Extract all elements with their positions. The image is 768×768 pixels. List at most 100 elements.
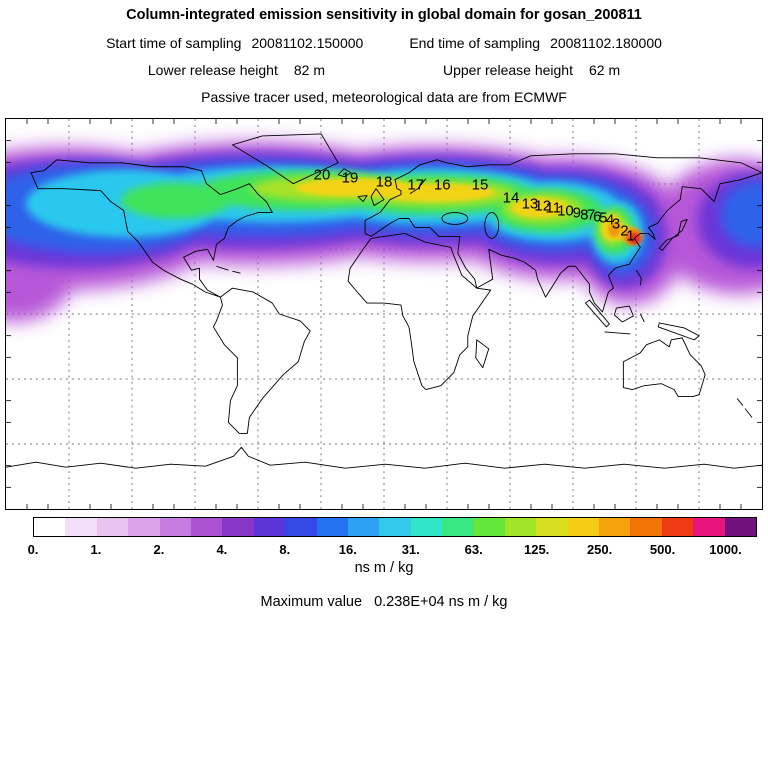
colorbar-segment <box>661 518 694 536</box>
colorbar-tick-label: 1. <box>90 542 102 557</box>
coastline-borneo <box>613 305 634 323</box>
colorbar-segment <box>567 518 600 536</box>
coastline-sumatra <box>585 299 610 328</box>
upper-release-label: Upper release height <box>443 62 573 78</box>
coastline-south-america <box>213 287 311 434</box>
colorbar-tick-label: 250. <box>586 542 613 557</box>
colorbar-tick-label: 4. <box>216 542 228 557</box>
colorbar-segment <box>128 518 160 536</box>
coastline-new-guinea <box>657 322 700 341</box>
end-time: End time of sampling 20081102.180000 <box>409 35 662 51</box>
trajectory-marker: 8 <box>580 206 589 224</box>
release-heights-row: Lower release height 82 m Upper release h… <box>0 62 768 78</box>
colorbar-tick-label: 0. <box>27 542 39 557</box>
colorbar-segment <box>285 518 317 536</box>
trajectory-marker: 20 <box>313 166 331 184</box>
trajectory-marker: 14 <box>502 189 520 207</box>
coastline-philippines <box>635 269 642 286</box>
trajectory-marker: 3 <box>611 215 621 233</box>
colorbar-segment <box>96 518 129 536</box>
trajectory-marker: 2 <box>620 222 629 240</box>
coastline-eurasia <box>364 153 762 313</box>
trajectory-marker: 16 <box>433 176 451 194</box>
colorbar-segment <box>504 518 537 536</box>
coastline-greenland <box>231 133 339 185</box>
figure-title: Column-integrated emission sensitivity i… <box>126 7 642 23</box>
coastline-sulawesi <box>639 313 645 323</box>
coastline-hispaniola <box>232 270 241 274</box>
colorbar-segment <box>222 518 254 536</box>
caspian-sea <box>484 212 500 239</box>
coastline-cuba <box>216 265 229 271</box>
colorbar-tick-label: 16. <box>338 542 357 557</box>
black-sea <box>441 212 469 225</box>
tracer-line: Passive tracer used, meteorological data… <box>201 89 567 105</box>
world-map-panel: 20 19 18 17 16 15 14 13 12 11 10 9 8 7 6 5 4 3 2 1 <box>5 118 763 510</box>
trajectory-marker: 9 <box>572 204 581 222</box>
end-time-label: End time of sampling <box>409 35 541 51</box>
trajectory-marker: 11 <box>545 199 562 217</box>
colorbar-segment <box>316 518 348 536</box>
maximum-value-line: Maximum value 0.238E+04 ns m / kg <box>0 594 768 610</box>
border-tick-marks <box>6 119 762 509</box>
trajectory-marker: 6 <box>593 208 602 225</box>
colorbar-segment <box>536 518 568 536</box>
trajectory-marker: 4 <box>605 211 615 229</box>
colorbar-segment <box>473 518 505 536</box>
upper-release-height: Upper release height 62 m <box>443 62 620 78</box>
upper-release-value: 62 m <box>588 62 621 78</box>
trajectory-marker-overlay: 20 19 18 17 16 15 14 13 12 11 10 9 8 7 6 5 4 3 2 1 <box>6 119 762 509</box>
colorbar-tick-label: 1000. <box>709 542 742 557</box>
colorbar-segment <box>347 518 380 536</box>
coastline-japan <box>658 219 688 251</box>
colorbar-segment <box>34 518 66 536</box>
colorbar-tick-label: 31. <box>401 542 420 557</box>
coastline-baltic <box>409 178 427 194</box>
trajectory-marker: 12 <box>534 197 552 215</box>
lower-release-label: Lower release height <box>147 62 278 78</box>
maximum-value-label: Maximum value <box>260 594 363 610</box>
trajectory-marker: 15 <box>471 176 489 194</box>
colorbar-segment <box>693 518 725 536</box>
world-map-svg <box>6 119 762 509</box>
coastline-north-america <box>30 159 273 298</box>
colorbar-segment <box>65 518 97 536</box>
coastline-australia <box>622 337 706 398</box>
trajectory-marker: 5 <box>599 209 608 227</box>
colorbar-tick-label: 8. <box>279 542 291 557</box>
coastline-antarctica <box>6 446 762 469</box>
trajectory-marker: 18 <box>375 173 393 191</box>
colorbar-tick-label: 63. <box>464 542 483 557</box>
coastline-ireland <box>357 195 368 203</box>
lower-release-height: Lower release height 82 m <box>148 62 325 78</box>
trajectory-marker: 1 <box>626 227 635 245</box>
colorbar-tick-label: 500. <box>649 542 676 557</box>
colorbar-units-label: ns m / kg <box>354 560 414 576</box>
colorbar-segment <box>410 518 443 536</box>
trajectory-marker: 10 <box>557 202 574 220</box>
start-time: Start time of sampling 20081102.150000 <box>106 35 363 51</box>
colorbar-segment <box>724 518 756 536</box>
coastline-britain <box>370 188 385 207</box>
coastline-madagascar <box>475 339 490 369</box>
coastline-iceland <box>337 168 352 178</box>
colorbar-segment <box>442 518 474 536</box>
trajectory-marker: 19 <box>341 169 359 187</box>
trajectory-marker: 7 <box>586 206 596 224</box>
coastline-new-zealand <box>736 398 753 418</box>
colorbar-segment <box>630 518 662 536</box>
maximum-value: 0.238E+04 ns m / kg <box>374 594 508 610</box>
colorbar-segment <box>159 518 191 536</box>
colorbar-segment <box>190 518 223 536</box>
sampling-times-row: Start time of sampling 20081102.150000 En… <box>0 35 768 51</box>
coastline-java <box>604 331 631 335</box>
start-time-value: 20081102.150000 <box>251 35 364 51</box>
start-time-label: Start time of sampling <box>106 35 242 51</box>
coastline-africa <box>347 232 492 391</box>
colorbar-segment <box>253 518 286 536</box>
colorbar-tick-label: 125. <box>523 542 550 557</box>
colorbar-segment <box>599 518 631 536</box>
colorbar-segment <box>379 518 411 536</box>
colorbar-tick-label: 2. <box>153 542 165 557</box>
